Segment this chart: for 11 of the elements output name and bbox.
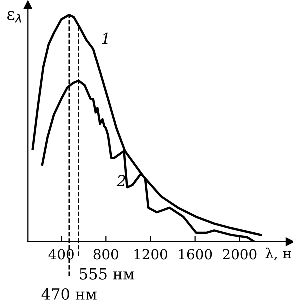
series-label: 1: [102, 32, 108, 44]
ref-line-label: 470 нм: [42, 288, 97, 300]
series-label: 2: [116, 175, 126, 186]
x-tick-label: 2000: [223, 249, 257, 260]
y-axis-title: ε$_{λ}$: [8, 11, 22, 23]
x-tick-label: 1600: [179, 249, 212, 260]
x-tick-label: 1200: [134, 249, 168, 260]
ref-line-label: 555 нм: [80, 268, 134, 280]
x-tick-label: 400: [48, 249, 74, 260]
x-tick-label: 800: [94, 249, 118, 260]
x-axis-title: λ, н: [266, 248, 292, 260]
